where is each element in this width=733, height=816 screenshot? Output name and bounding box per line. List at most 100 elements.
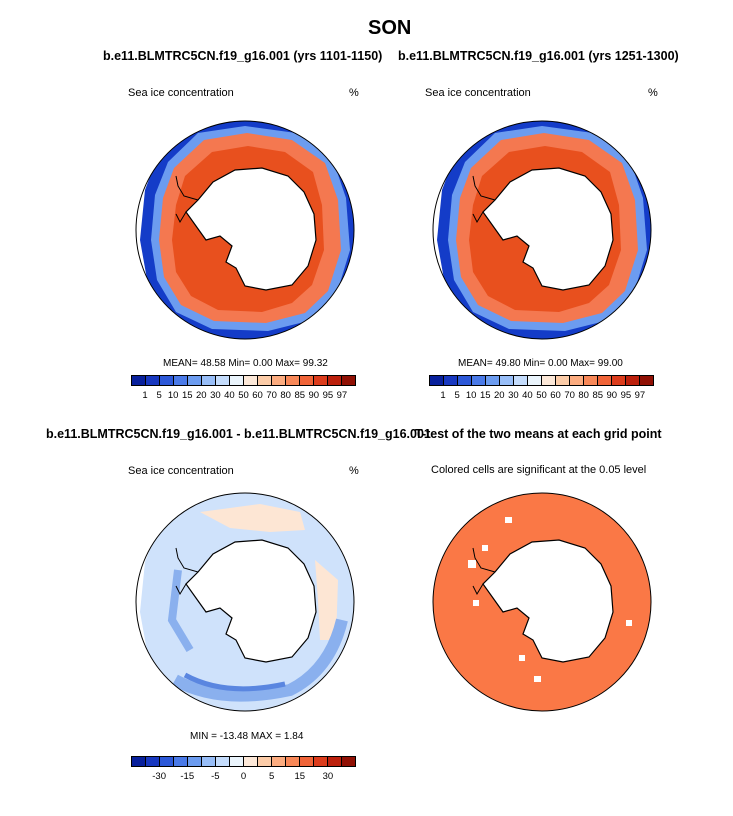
colorbar-tick-label: -30 [152,771,166,782]
colorbar-swatch [188,757,202,766]
colorbar-tick-label: 15 [294,771,306,782]
colorbar-tick-label: 90 [606,390,618,401]
colorbar-swatch [272,757,286,766]
colorbar-tick-label: 0 [240,771,247,782]
colorbar-tick-label: 5 [268,771,275,782]
colorbar-swatch [314,757,328,766]
colorbar-tick-label: 95 [620,390,632,401]
colorbar-swatch [500,376,514,385]
map-4-insignificant-cell [534,676,541,682]
colorbar-swatch [230,757,244,766]
colorbar-swatch [528,376,542,385]
panel-1-stats: MEAN= 48.58 Min= 0.00 Max= 99.32 [163,358,328,369]
panel-4-title: T-test of the two means at each grid poi… [415,427,662,441]
map-4-insignificant-cell [636,540,642,546]
colorbar-swatch [146,757,160,766]
map-4-insignificant-cell [519,655,525,661]
colorbar-tick-label: 90 [308,390,320,401]
colorbar-swatch [300,757,314,766]
colorbar-swatch [486,376,500,385]
colorbar-tick-label: 60 [550,390,561,401]
colorbar-swatch [174,757,188,766]
map-2-boundary [432,120,652,340]
map-4-insignificant-cell [473,600,479,606]
map-4-boundary [432,492,652,712]
colorbar-swatch [286,376,300,385]
colorbar-swatch [598,376,612,385]
colorbar-tick-label: 30 [210,390,221,401]
panel-3-stats: MIN = -13.48 MAX = 1.84 [190,731,304,742]
map-2-antarctica [482,167,614,291]
colorbar-tick-label: 70 [564,390,575,401]
colorbar-tick-label: 70 [266,390,277,401]
panel-1-variable-label: Sea ice concentration [128,87,234,99]
colorbar-swatch [542,376,556,385]
colorbar-tick-label: 15 [479,390,491,401]
colorbar-swatch [174,376,188,385]
colorbar-swatch [458,376,472,385]
colorbar-tick-label: -15 [180,771,195,782]
colorbar-tick-label: 80 [280,390,291,401]
colorbar-swatch [244,376,258,385]
colorbar-tick-label: 40 [224,390,235,401]
colorbar-swatch [514,376,528,385]
colorbar-swatch [444,376,458,385]
colorbar-tick-label: 1 [440,390,446,401]
colorbar-tick-label: 85 [294,390,306,401]
colorbar-tick-label: 20 [494,390,505,401]
colorbar-swatch [626,376,640,385]
map-3-diff-positive [200,504,338,640]
colorbar-swatch [328,757,342,766]
colorbar-tick-label: 10 [167,390,179,401]
map-3-boundary [135,492,355,712]
colorbar-swatch [472,376,486,385]
panel-1-title: b.e11.BLMTRC5CN.f19_g16.001 (yrs 1101-11… [103,49,383,63]
map-1-antarctica [185,167,317,291]
colorbar-swatch [342,757,355,766]
colorbar-tick-label: 97 [634,390,646,401]
map-4-peninsula [472,547,496,596]
colorbar-tick-label: 50 [536,390,547,401]
colorbar-tick-label: 5 [454,390,460,401]
colorbar-3 [131,756,356,767]
map-4-insignificant-cell [505,517,512,523]
colorbar-swatch [132,376,146,385]
colorbar-swatch [556,376,570,385]
map-1-boundary [135,120,355,340]
map-4-insignificant-cell [468,560,476,568]
colorbar-tick-label: 80 [578,390,589,401]
panel-2-title: b.e11.BLMTRC5CN.f19_g16.001 (yrs 1251-13… [398,49,679,63]
colorbar-swatch [640,376,653,385]
map-4-insignificant-cell [626,620,632,626]
page-title: SON [368,17,412,39]
colorbar-tick-label: 30 [508,390,519,401]
colorbar-tick-label: 85 [592,390,604,401]
panel-2-stats: MEAN= 49.80 Min= 0.00 Max= 99.00 [458,358,623,369]
colorbar-2 [429,375,654,386]
colorbar-tick-label: 1 [142,390,148,401]
colorbar-1 [131,375,356,386]
map-1-peninsula [175,175,199,224]
colorbar-swatch [160,376,174,385]
colorbar-tick-label: 10 [465,390,477,401]
colorbar-tick-label: 60 [252,390,263,401]
colorbar-swatch [328,376,342,385]
colorbar-swatch [216,376,230,385]
colorbar-3-ticks: -30 -15 -5 0 5 15 30 [131,771,356,783]
map-3-diff-strong [183,672,286,692]
panel-2-units-label: % [648,87,658,99]
colorbar-swatch [300,376,314,385]
colorbar-1-ticks: 1 5 10 15 20 30 40 50 60 70 80 85 90 95 97 [131,390,356,402]
colorbar-swatch [342,376,355,385]
colorbar-swatch [244,757,258,766]
colorbar-tick-label: 95 [322,390,334,401]
colorbar-swatch [314,376,328,385]
panel-3-variable-label: Sea ice concentration [128,465,234,477]
panel-2-variable-label: Sea ice concentration [425,87,531,99]
colorbar-swatch [146,376,160,385]
colorbar-2-ticks: 1 5 10 15 20 30 40 50 60 70 80 85 90 95 97 [429,390,654,402]
panel-3-title: b.e11.BLMTRC5CN.f19_g16.001 - b.e11.BLMT… [46,427,431,441]
